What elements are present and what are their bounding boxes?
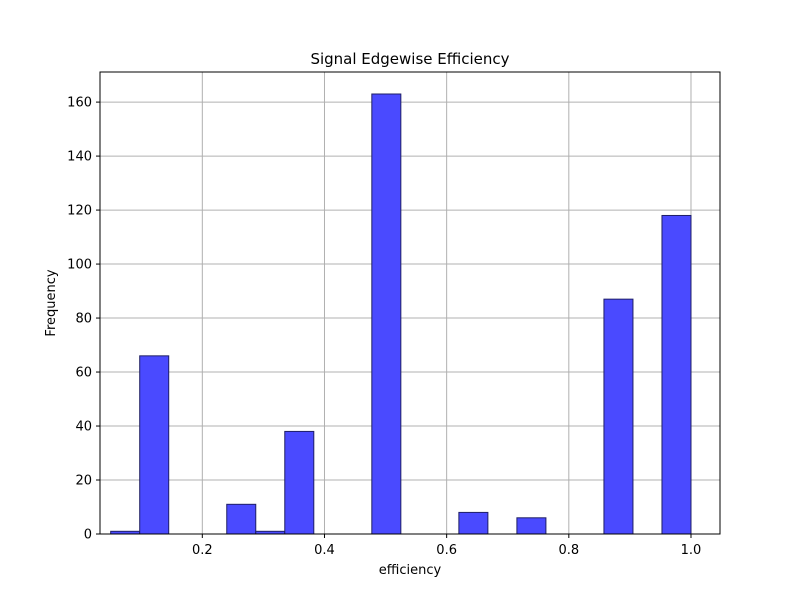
histogram-bar xyxy=(226,503,257,535)
y-tick-label: 80 xyxy=(75,312,92,327)
x-axis-label: efficiency xyxy=(379,563,442,578)
y-tick-label: 120 xyxy=(67,204,92,219)
histogram-bar xyxy=(139,355,170,535)
y-tick-label: 20 xyxy=(75,474,92,489)
x-tick-label: 0.2 xyxy=(192,543,213,558)
x-tick-label: 0.8 xyxy=(558,543,579,558)
plot-frame xyxy=(99,71,721,535)
y-tick-label: 140 xyxy=(67,150,92,165)
histogram-bar xyxy=(661,214,692,535)
histogram-bar xyxy=(371,93,402,535)
bars-layer xyxy=(110,93,692,535)
histogram-bar xyxy=(284,430,315,535)
histogram-bar xyxy=(458,511,489,535)
y-axis-ticks: 0 20 40 60 80 100 120 140 160 xyxy=(67,96,100,543)
x-tick-label: 0.6 xyxy=(436,543,457,558)
y-axis-label: Frequency xyxy=(44,269,59,336)
y-tick-label: 0 xyxy=(84,528,92,543)
x-tick-label: 1.0 xyxy=(681,543,702,558)
histogram-bar xyxy=(603,298,634,535)
y-tick-label: 160 xyxy=(67,96,92,111)
y-tick-label: 100 xyxy=(67,258,92,273)
y-tick-label: 40 xyxy=(75,420,92,435)
y-tick-label: 60 xyxy=(75,366,92,381)
histogram-bar xyxy=(516,517,547,535)
x-axis-ticks: 0.2 0.4 0.6 0.8 1.0 xyxy=(192,534,701,558)
x-tick-label: 0.4 xyxy=(314,543,335,558)
chart-title: Signal Edgewise Efficiency xyxy=(310,50,509,68)
